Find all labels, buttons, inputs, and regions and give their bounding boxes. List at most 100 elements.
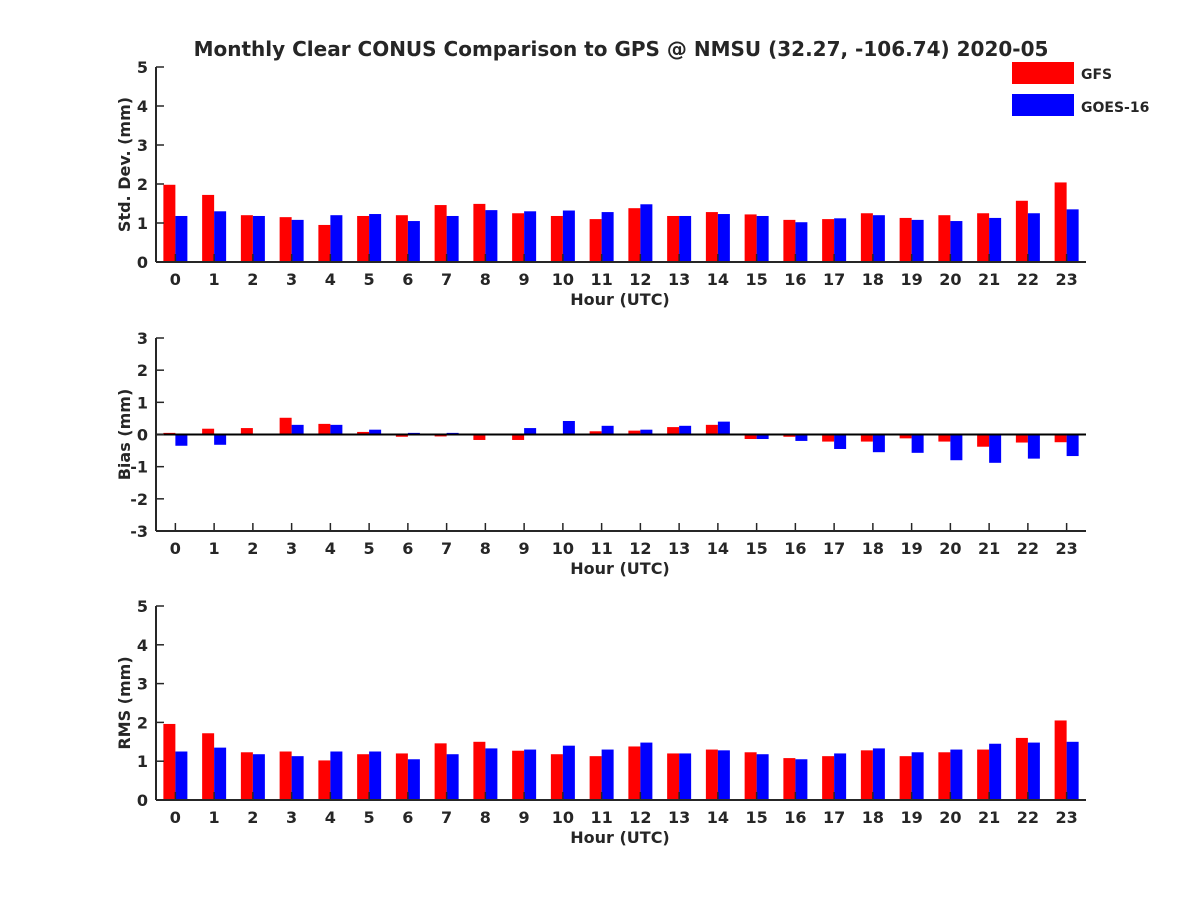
- bar-rms-gfs-20: [938, 752, 951, 800]
- x-tick-label-rms: 9: [519, 808, 530, 827]
- x-tick-label-bias: 17: [823, 539, 845, 558]
- bar-stddev-gfs-18: [860, 213, 873, 262]
- bar-stddev-goes-0: [175, 215, 188, 262]
- bar-rms-goes-17: [834, 753, 847, 800]
- bar-stddev-gfs-0: [163, 184, 176, 262]
- bar-rms-gfs-19: [899, 756, 912, 800]
- x-tick-label-rms: 8: [480, 808, 491, 827]
- y-tick-label-stddev: 2: [137, 175, 148, 194]
- y-tick-label-bias: -2: [130, 490, 148, 509]
- bar-rms-goes-19: [911, 752, 924, 800]
- bar-bias-gfs-9: [512, 434, 525, 440]
- x-tick-label-bias: 1: [209, 539, 220, 558]
- bar-stddev-gfs-23: [1054, 182, 1067, 262]
- legend: GFS GOES-16: [1012, 62, 1149, 116]
- bar-rms-goes-10: [562, 745, 575, 800]
- bar-bias-gfs-1: [202, 428, 215, 435]
- bar-stddev-goes-7: [446, 215, 459, 262]
- bar-bias-gfs-6: [395, 434, 408, 437]
- bar-bias-goes-17: [834, 434, 847, 449]
- x-tick-label-stddev: 6: [402, 270, 413, 289]
- x-tick-label-stddev: 0: [170, 270, 181, 289]
- bar-stddev-goes-8: [485, 210, 498, 262]
- x-tick-label-rms: 11: [590, 808, 612, 827]
- bar-rms-goes-6: [407, 759, 420, 800]
- bar-rms-goes-18: [872, 748, 885, 800]
- bar-rms-gfs-11: [589, 756, 602, 800]
- bar-stddev-goes-23: [1066, 209, 1079, 262]
- bar-rms-gfs-1: [202, 733, 215, 800]
- x-tick-label-bias: 6: [402, 539, 413, 558]
- x-tick-label-rms: 23: [1055, 808, 1077, 827]
- bar-rms-gfs-3: [279, 751, 292, 800]
- bar-rms-gfs-5: [357, 754, 370, 800]
- x-tick-label-stddev: 17: [823, 270, 845, 289]
- x-tick-label-bias: 3: [286, 539, 297, 558]
- bar-stddev-goes-21: [989, 217, 1002, 262]
- x-tick-label-stddev: 7: [441, 270, 452, 289]
- y-tick-label-stddev: 0: [137, 253, 148, 272]
- bar-bias-gfs-3: [279, 417, 292, 435]
- bar-rms-goes-20: [950, 749, 963, 800]
- x-tick-label-bias: 8: [480, 539, 491, 558]
- x-tick-label-stddev: 22: [1017, 270, 1039, 289]
- x-tick-label-bias: 5: [364, 539, 375, 558]
- bar-stddev-gfs-5: [357, 215, 370, 262]
- bar-rms-goes-12: [640, 742, 653, 800]
- bar-bias-gfs-23: [1054, 434, 1067, 443]
- bar-bias-gfs-4: [318, 423, 331, 435]
- x-axis-label-stddev: Hour (UTC): [570, 290, 670, 309]
- y-tick-label-bias: 2: [137, 361, 148, 380]
- x-tick-label-rms: 22: [1017, 808, 1039, 827]
- x-tick-label-rms: 5: [364, 808, 375, 827]
- bar-stddev-goes-15: [756, 215, 769, 262]
- x-axis-label-bias: Hour (UTC): [570, 559, 670, 578]
- bar-rms-goes-2: [252, 754, 265, 800]
- y-tick-label-rms: 2: [137, 713, 148, 732]
- x-tick-label-rms: 19: [900, 808, 922, 827]
- bar-stddev-goes-22: [1027, 213, 1040, 262]
- x-tick-label-bias: 22: [1017, 539, 1039, 558]
- bar-bias-gfs-21: [977, 434, 990, 447]
- bar-bias-gfs-2: [240, 428, 253, 435]
- bar-stddev-gfs-13: [667, 215, 680, 262]
- y-axis-label-bias: Bias (mm): [115, 389, 134, 481]
- bar-bias-gfs-20: [938, 434, 951, 442]
- bar-stddev-gfs-4: [318, 224, 331, 262]
- bar-stddev-goes-19: [911, 219, 924, 262]
- bar-rms-goes-16: [795, 759, 808, 800]
- bar-bias-goes-12: [640, 429, 653, 435]
- bar-stddev-gfs-16: [783, 219, 796, 262]
- bar-stddev-gfs-14: [705, 212, 718, 262]
- bar-rms-gfs-21: [977, 749, 990, 800]
- x-tick-label-stddev: 4: [325, 270, 336, 289]
- bar-bias-gfs-12: [628, 430, 641, 435]
- bar-rms-goes-13: [679, 753, 692, 800]
- bar-stddev-gfs-7: [434, 205, 447, 262]
- bar-stddev-goes-6: [407, 221, 420, 262]
- y-tick-label-bias: 1: [137, 393, 148, 412]
- y-tick-label-rms: 3: [137, 675, 148, 694]
- x-tick-label-rms: 16: [784, 808, 806, 827]
- x-tick-label-bias: 7: [441, 539, 452, 558]
- x-tick-label-bias: 18: [862, 539, 884, 558]
- bar-bias-goes-11: [601, 425, 614, 435]
- x-tick-label-rms: 7: [441, 808, 452, 827]
- bar-stddev-goes-17: [834, 218, 847, 262]
- x-tick-label-stddev: 2: [247, 270, 258, 289]
- bar-stddev-gfs-11: [589, 219, 602, 262]
- bar-stddev-gfs-17: [822, 219, 835, 262]
- bar-rms-gfs-14: [705, 749, 718, 800]
- bar-bias-goes-3: [291, 424, 304, 435]
- bar-stddev-goes-10: [562, 210, 575, 262]
- bar-rms-goes-21: [989, 743, 1002, 800]
- bar-rms-goes-9: [524, 749, 537, 800]
- bar-stddev-gfs-6: [395, 215, 408, 262]
- x-tick-label-rms: 0: [170, 808, 181, 827]
- bar-bias-goes-13: [679, 425, 692, 435]
- bar-rms-gfs-9: [512, 750, 525, 800]
- y-tick-label-stddev: 4: [137, 97, 148, 116]
